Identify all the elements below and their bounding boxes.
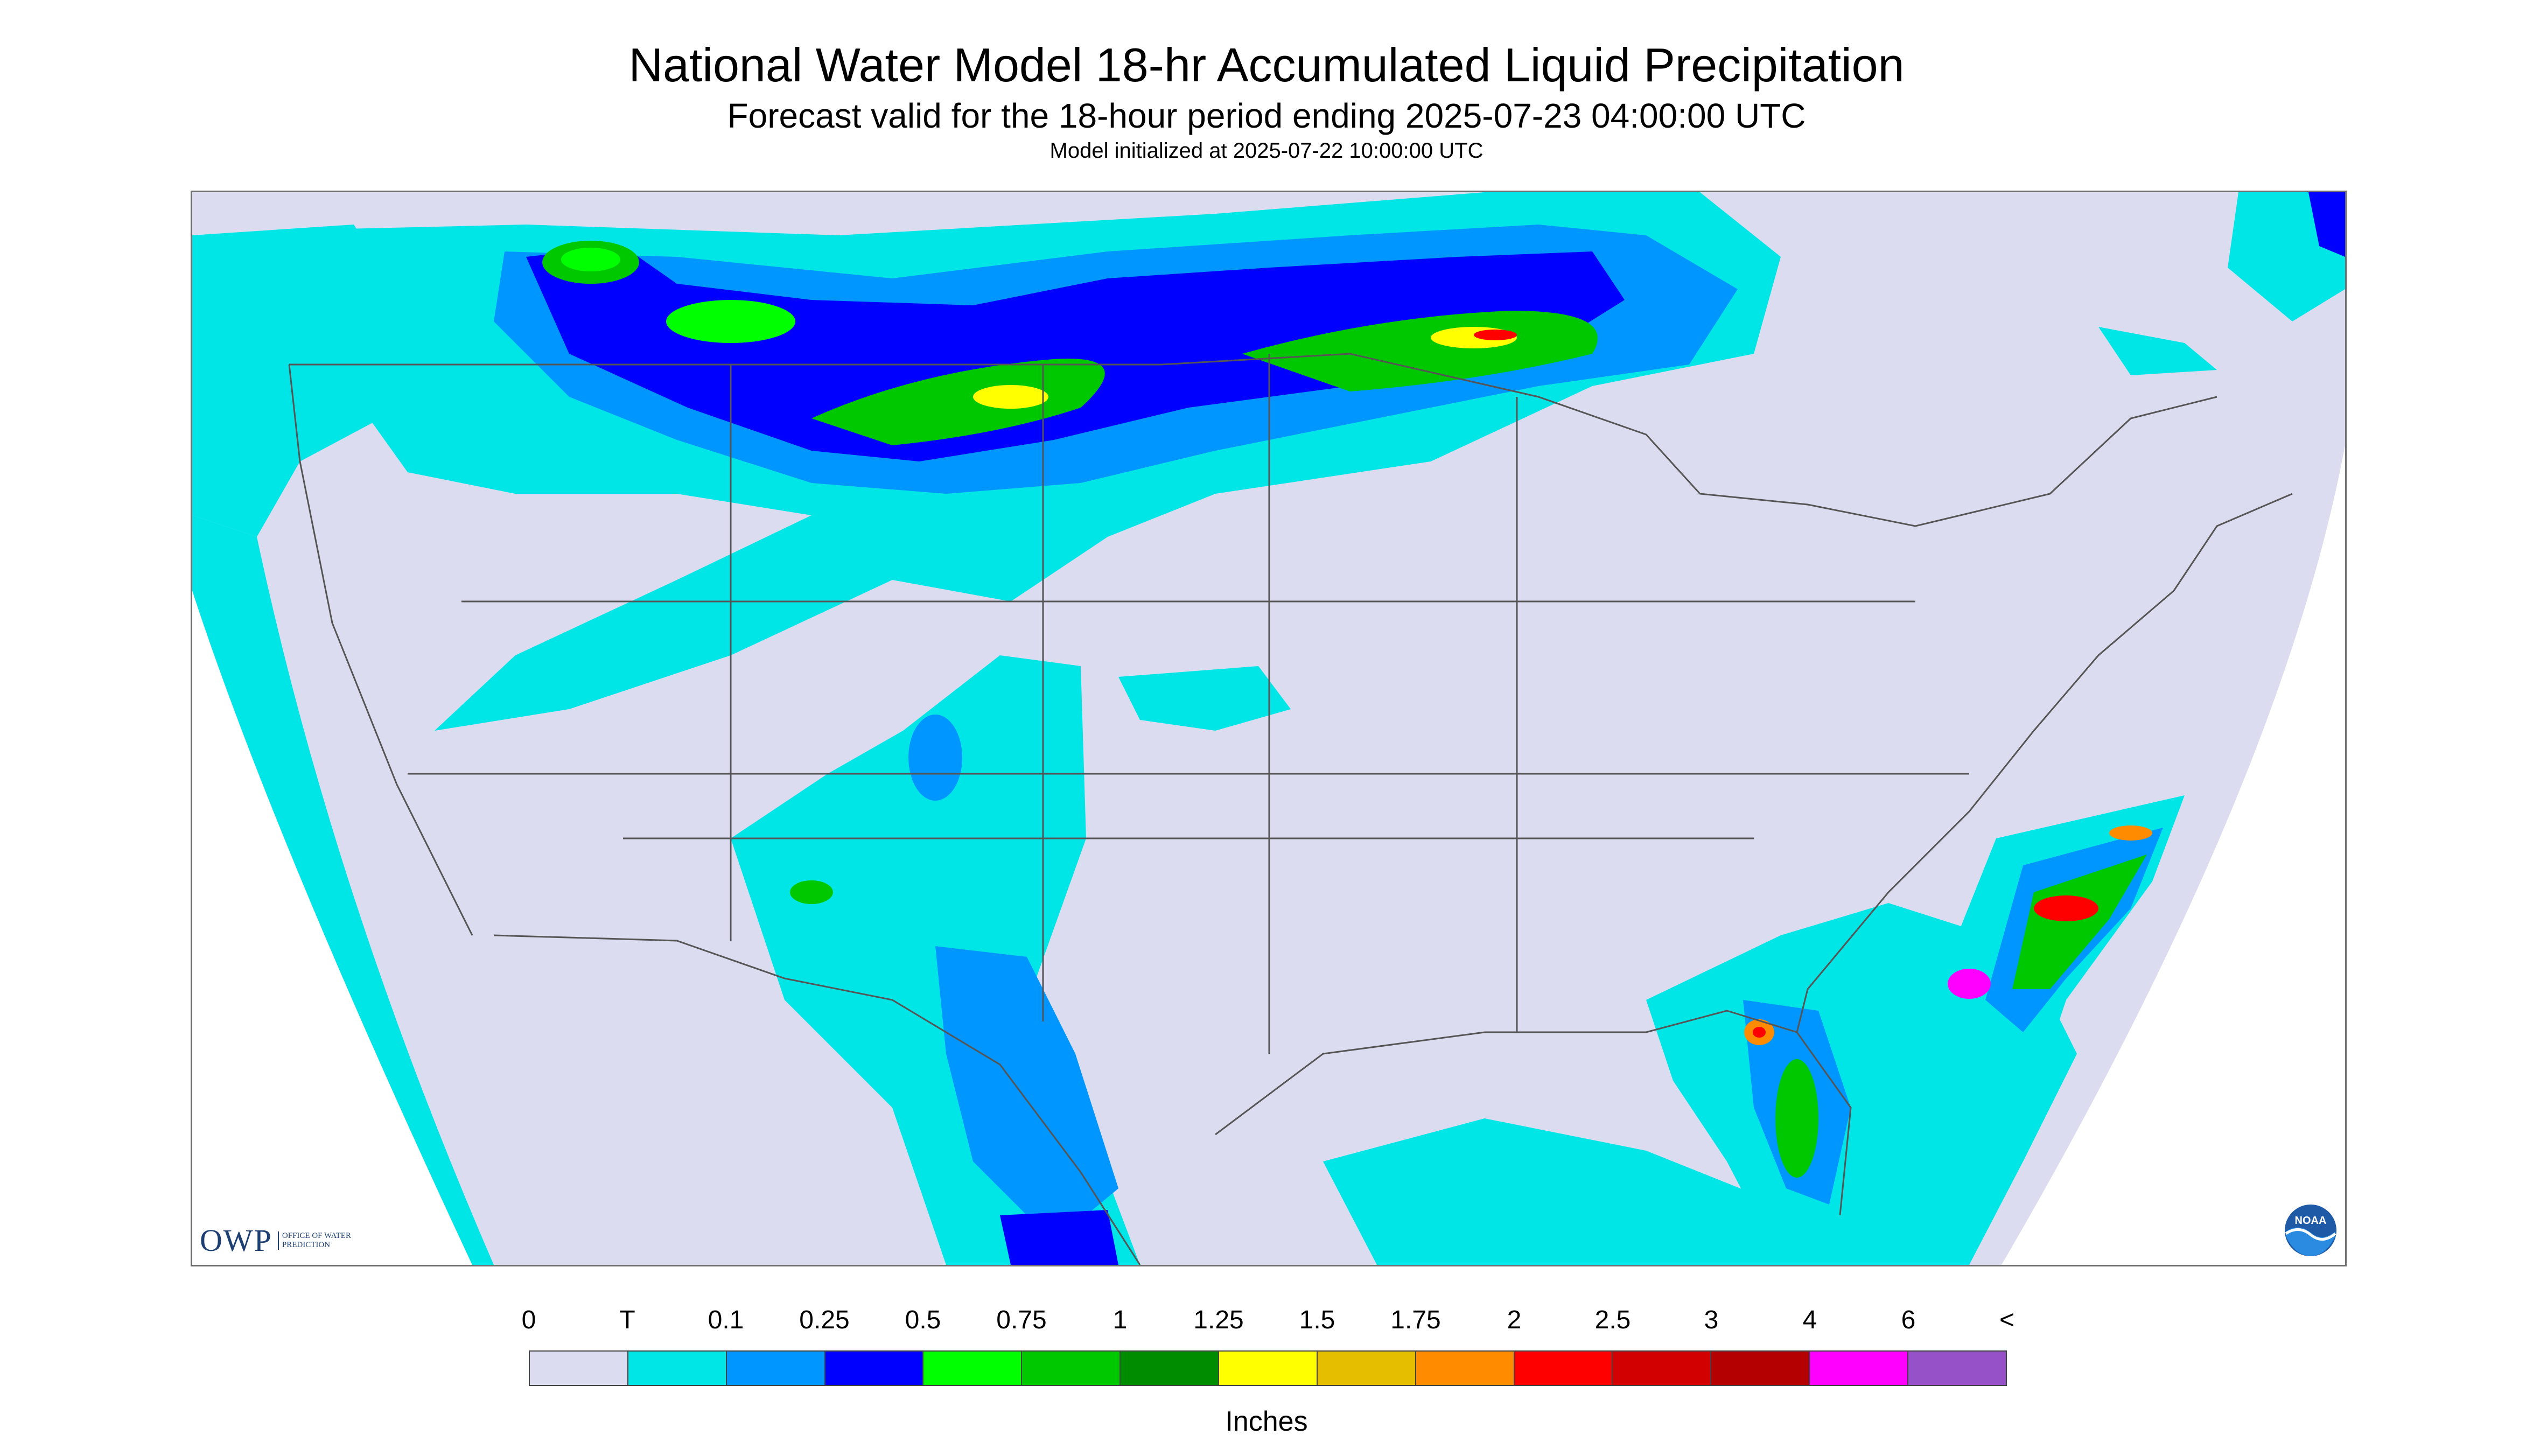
legend-swatch: [1317, 1352, 1416, 1385]
legend-swatch: [726, 1352, 825, 1385]
legend-tick-label: 6: [1901, 1306, 1916, 1334]
noaa-logo-text: NOAA: [2295, 1215, 2327, 1227]
legend-swatch: [1514, 1352, 1613, 1385]
legend-swatch: [825, 1352, 924, 1385]
legend-swatch: [1711, 1352, 1810, 1385]
map-title: National Water Model 18-hr Accumulated L…: [628, 38, 1905, 92]
precip-canada-east-blue: [2308, 192, 2345, 257]
owp-logo: OWP OFFICE OF WATER PREDICTION: [200, 1222, 363, 1258]
legend-swatch: [530, 1352, 628, 1385]
pacific-coastline: [288, 364, 473, 936]
legend-colorbar: [529, 1350, 2007, 1386]
legend-swatch: [923, 1352, 1023, 1385]
legend-tick-label: 4: [1802, 1306, 1817, 1334]
precip-quebec-trace: [2098, 327, 2217, 375]
precip-arizona-green: [790, 880, 833, 904]
precip-northern-blue: [526, 246, 1625, 461]
precipitation-map: OWP OFFICE OF WATER PREDICTION NOAA: [191, 191, 2347, 1266]
legend-tick-label: T: [619, 1306, 635, 1334]
legend-swatch: [1121, 1352, 1220, 1385]
legend-tick-label: 1.5: [1299, 1306, 1335, 1334]
legend-tick-label: 1.75: [1390, 1306, 1441, 1334]
map-canvas: [192, 192, 2345, 1265]
legend-tick-label: 2.5: [1594, 1306, 1631, 1334]
legend-swatch: [1810, 1352, 1909, 1385]
boundaries: [288, 353, 2293, 1265]
precip-florida-red: [1753, 1027, 1766, 1038]
legend-tick-label: 1.25: [1193, 1306, 1244, 1334]
legend-units: Inches: [1225, 1406, 1308, 1437]
legend-swatch: [1613, 1352, 1712, 1385]
map-subtitle: Forecast valid for the 18-hour period en…: [727, 96, 1806, 135]
legend-swatch: [1908, 1352, 2006, 1385]
precip-atlantic-magenta: [1948, 969, 1991, 999]
us-mexico-border: [493, 934, 1141, 1265]
legend-swatch: [628, 1352, 727, 1385]
precip-florida-green: [1775, 1059, 1818, 1178]
precip-atlantic-red: [2034, 895, 2098, 921]
precip-gulf-trace: [1323, 1118, 1808, 1265]
precip-core-dakotas: [811, 359, 1105, 445]
owp-logo-text: OFFICE OF WATER PREDICTION: [277, 1231, 363, 1250]
legend-tick-label: 0.1: [708, 1306, 744, 1334]
precip-pacific-trace: [192, 515, 494, 1265]
noaa-logo-icon: NOAA: [2285, 1205, 2336, 1256]
precip-colorado-blue: [908, 715, 962, 801]
legend-swatch: [1416, 1352, 1515, 1385]
color-legend: 0 T 0.1 0.25 0.5 0.75 1 1.25 1.5 1.75 2 2.5 3 4 6 <: [522, 1305, 2014, 1391]
legend-tick-label: 0: [521, 1306, 536, 1334]
legend-tick-label: 0.25: [799, 1306, 850, 1334]
precip-southwest-blue: [935, 946, 1118, 1242]
legend-swatch: [1022, 1352, 1121, 1385]
precip-core-dakotas-yellow: [973, 385, 1048, 409]
legend-tick-label: 0.5: [905, 1306, 941, 1334]
legend-swatch: [1219, 1352, 1318, 1385]
precip-plains-trace: [1118, 666, 1291, 731]
owp-logo-mark: OWP: [200, 1223, 272, 1258]
precip-core-minnesota-red: [1474, 330, 1517, 340]
legend-tick-label: 2: [1507, 1306, 1522, 1334]
legend-tick-label: 1: [1112, 1306, 1128, 1334]
legend-tick-label: 3: [1704, 1306, 1719, 1334]
legend-tick-label: 0.75: [996, 1306, 1047, 1334]
precip-mexico-blue: [1000, 1210, 1118, 1265]
precip-atlantic-orange: [2109, 825, 2152, 841]
precip-core-montana-green: [666, 300, 795, 343]
precip-core-montana-inner: [561, 248, 620, 271]
us-canada-border: [289, 353, 2217, 527]
gulf-coastline: [1215, 1010, 1852, 1216]
precip-atlantic-green: [2012, 855, 2147, 989]
atlantic-coastline: [1796, 493, 2293, 1033]
legend-tick-label: <: [1999, 1306, 2015, 1334]
model-init-time: Model initialized at 2025-07-22 10:00:00…: [1049, 139, 1484, 163]
